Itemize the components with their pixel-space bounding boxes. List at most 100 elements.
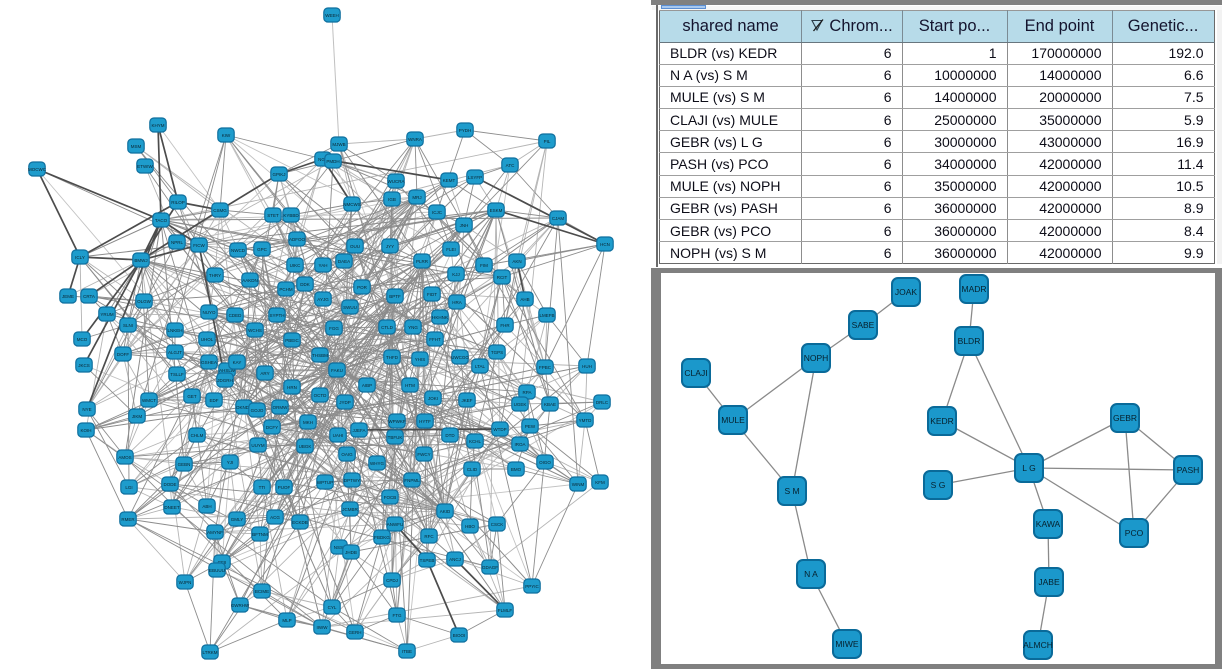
- svg-text:TSLLF: TSLLF: [170, 372, 184, 377]
- svg-text:GEBN: GEBN: [178, 462, 191, 467]
- svg-text:GFII: GFII: [218, 560, 227, 565]
- svg-text:FIM: FIM: [480, 263, 488, 268]
- svg-text:HRN: HRN: [287, 385, 297, 390]
- svg-text:TBFUK: TBFUK: [388, 435, 403, 440]
- svg-text:OIGO: OIGO: [539, 460, 551, 465]
- svg-text:DTD: DTD: [445, 433, 455, 438]
- svg-text:IGB: IGB: [388, 197, 396, 202]
- svg-text:THRY: THRY: [209, 273, 221, 278]
- svg-text:AHSLW: AHSLW: [219, 368, 235, 373]
- svg-text:JYY: JYY: [386, 244, 394, 249]
- svg-text:ALGJT: ALGJT: [168, 350, 182, 355]
- svg-text:ICJC: ICJC: [432, 210, 443, 215]
- svg-text:ESKM: ESKM: [490, 208, 503, 213]
- svg-text:OKNDS: OKNDS: [236, 405, 252, 410]
- svg-text:ADFOO: ADFOO: [289, 237, 306, 242]
- svg-text:CSMG: CSMG: [213, 208, 227, 213]
- svg-text:CPDJ: CPDJ: [386, 578, 398, 583]
- svg-text:CLID: CLID: [467, 467, 478, 472]
- svg-text:ICLY: ICLY: [75, 255, 85, 260]
- svg-text:HCN: HCN: [600, 242, 610, 247]
- svg-text:GSHEA: GSHEA: [201, 360, 217, 365]
- svg-text:KAY: KAY: [233, 360, 242, 365]
- svg-text:AKID: AKID: [440, 509, 451, 514]
- svg-text:JOKI: JOKI: [428, 396, 438, 401]
- svg-text:HKHNK: HKHNK: [432, 315, 448, 320]
- svg-text:UGEK: UGEK: [514, 402, 527, 407]
- svg-text:DRLC: DRLC: [596, 400, 609, 405]
- svg-text:MULE: MULE: [721, 415, 745, 425]
- svg-text:EBUUU: EBUUU: [209, 568, 225, 573]
- svg-text:JOAK: JOAK: [895, 287, 918, 297]
- svg-text:CHLM: CHLM: [191, 433, 204, 438]
- svg-text:FLMLF: FLMLF: [498, 608, 513, 613]
- svg-text:BPTF: BPTF: [389, 294, 401, 299]
- svg-text:STET: STET: [267, 213, 279, 218]
- svg-text:BMWJ: BMWJ: [134, 258, 147, 263]
- svg-text:JIKM: JIKM: [132, 414, 143, 419]
- svg-text:KAWA: KAWA: [1036, 519, 1061, 529]
- svg-text:JJEFA: JJEFA: [352, 428, 365, 433]
- svg-text:NPRL: NPRL: [171, 240, 184, 245]
- svg-text:KCHL: KCHL: [469, 439, 482, 444]
- svg-text:AHB: AHB: [520, 297, 529, 302]
- svg-text:AMYNF: AMYNF: [207, 530, 223, 535]
- svg-text:MOCWC: MOCWC: [28, 167, 47, 172]
- svg-text:MCO: MCO: [77, 337, 88, 342]
- svg-text:FPBC: FPBC: [539, 365, 552, 370]
- svg-text:LTAL: LTAL: [475, 364, 486, 369]
- svg-text:MSM: MSM: [131, 144, 142, 149]
- svg-text:NMCWS: NMCWS: [343, 202, 361, 207]
- svg-text:OUU: OUU: [350, 244, 360, 249]
- svg-text:CDED: CDED: [229, 313, 243, 318]
- svg-text:CJAM: CJAM: [552, 216, 565, 221]
- svg-text:WNRA: WNRA: [408, 137, 422, 142]
- svg-text:WMCT: WMCT: [142, 398, 156, 403]
- svg-text:UUYM: UUYM: [251, 443, 265, 448]
- svg-text:KIW: KIW: [222, 133, 231, 138]
- svg-text:UIKC: UIKC: [290, 263, 302, 268]
- svg-text:WJPN: WJPN: [179, 580, 192, 585]
- svg-text:UAHI: UAHI: [333, 433, 344, 438]
- svg-text:ORMW: ORMW: [273, 405, 288, 410]
- svg-text:FFHT: FFHT: [429, 337, 441, 342]
- svg-text:FBDKG: FBDKG: [374, 535, 390, 540]
- svg-text:OAIG: OAIG: [341, 452, 353, 457]
- svg-text:N A: N A: [804, 569, 818, 579]
- svg-text:CYL: CYL: [328, 605, 337, 610]
- svg-text:PLRR: PLRR: [416, 259, 429, 264]
- svg-text:DODE: DODE: [163, 482, 176, 487]
- svg-text:WINM: WINM: [572, 482, 585, 487]
- svg-text:ALMCH: ALMCH: [1023, 640, 1053, 650]
- svg-text:YJI: YJI: [227, 460, 234, 465]
- svg-text:GWRHW: GWRHW: [231, 603, 250, 608]
- svg-text:KOIH: KOIH: [80, 428, 91, 433]
- svg-text:OLGW: OLGW: [137, 299, 152, 304]
- svg-text:NWCD: NWCD: [231, 248, 246, 253]
- svg-text:WPWKF: WPWKF: [388, 419, 405, 424]
- svg-text:PPYIC: PPYIC: [525, 584, 539, 589]
- svg-text:PCHM: PCHM: [279, 287, 293, 292]
- svg-text:PYDH: PYDH: [459, 128, 472, 133]
- svg-text:S G: S G: [931, 480, 946, 490]
- svg-text:ANCJ: ANCJ: [449, 557, 461, 562]
- svg-text:MKH: MKH: [303, 420, 313, 425]
- svg-text:PCO: PCO: [1125, 528, 1144, 538]
- svg-text:MIWE: MIWE: [835, 639, 858, 649]
- svg-text:SWUU: SWUU: [343, 305, 357, 310]
- svg-text:WCHS: WCHS: [248, 328, 262, 333]
- svg-text:BLDR: BLDR: [958, 336, 981, 346]
- svg-text:HUH: HUH: [582, 364, 592, 369]
- svg-text:NUYO: NUYO: [202, 310, 216, 315]
- svg-text:YHIS: YHIS: [415, 357, 426, 362]
- svg-text:SYPTH: SYPTH: [269, 313, 284, 318]
- svg-text:WHYG: WHYG: [370, 461, 384, 466]
- svg-text:FOCB: FOCB: [384, 495, 397, 500]
- svg-text:ARY: ARY: [260, 371, 269, 376]
- svg-text:GERH: GERH: [348, 630, 361, 635]
- svg-text:CLAJI: CLAJI: [684, 368, 707, 378]
- svg-text:CTLD: CTLD: [381, 325, 394, 330]
- svg-text:ANWFU: ANWFU: [387, 522, 404, 527]
- svg-text:DOFF: DOFF: [117, 352, 129, 357]
- svg-text:MADR: MADR: [961, 284, 986, 294]
